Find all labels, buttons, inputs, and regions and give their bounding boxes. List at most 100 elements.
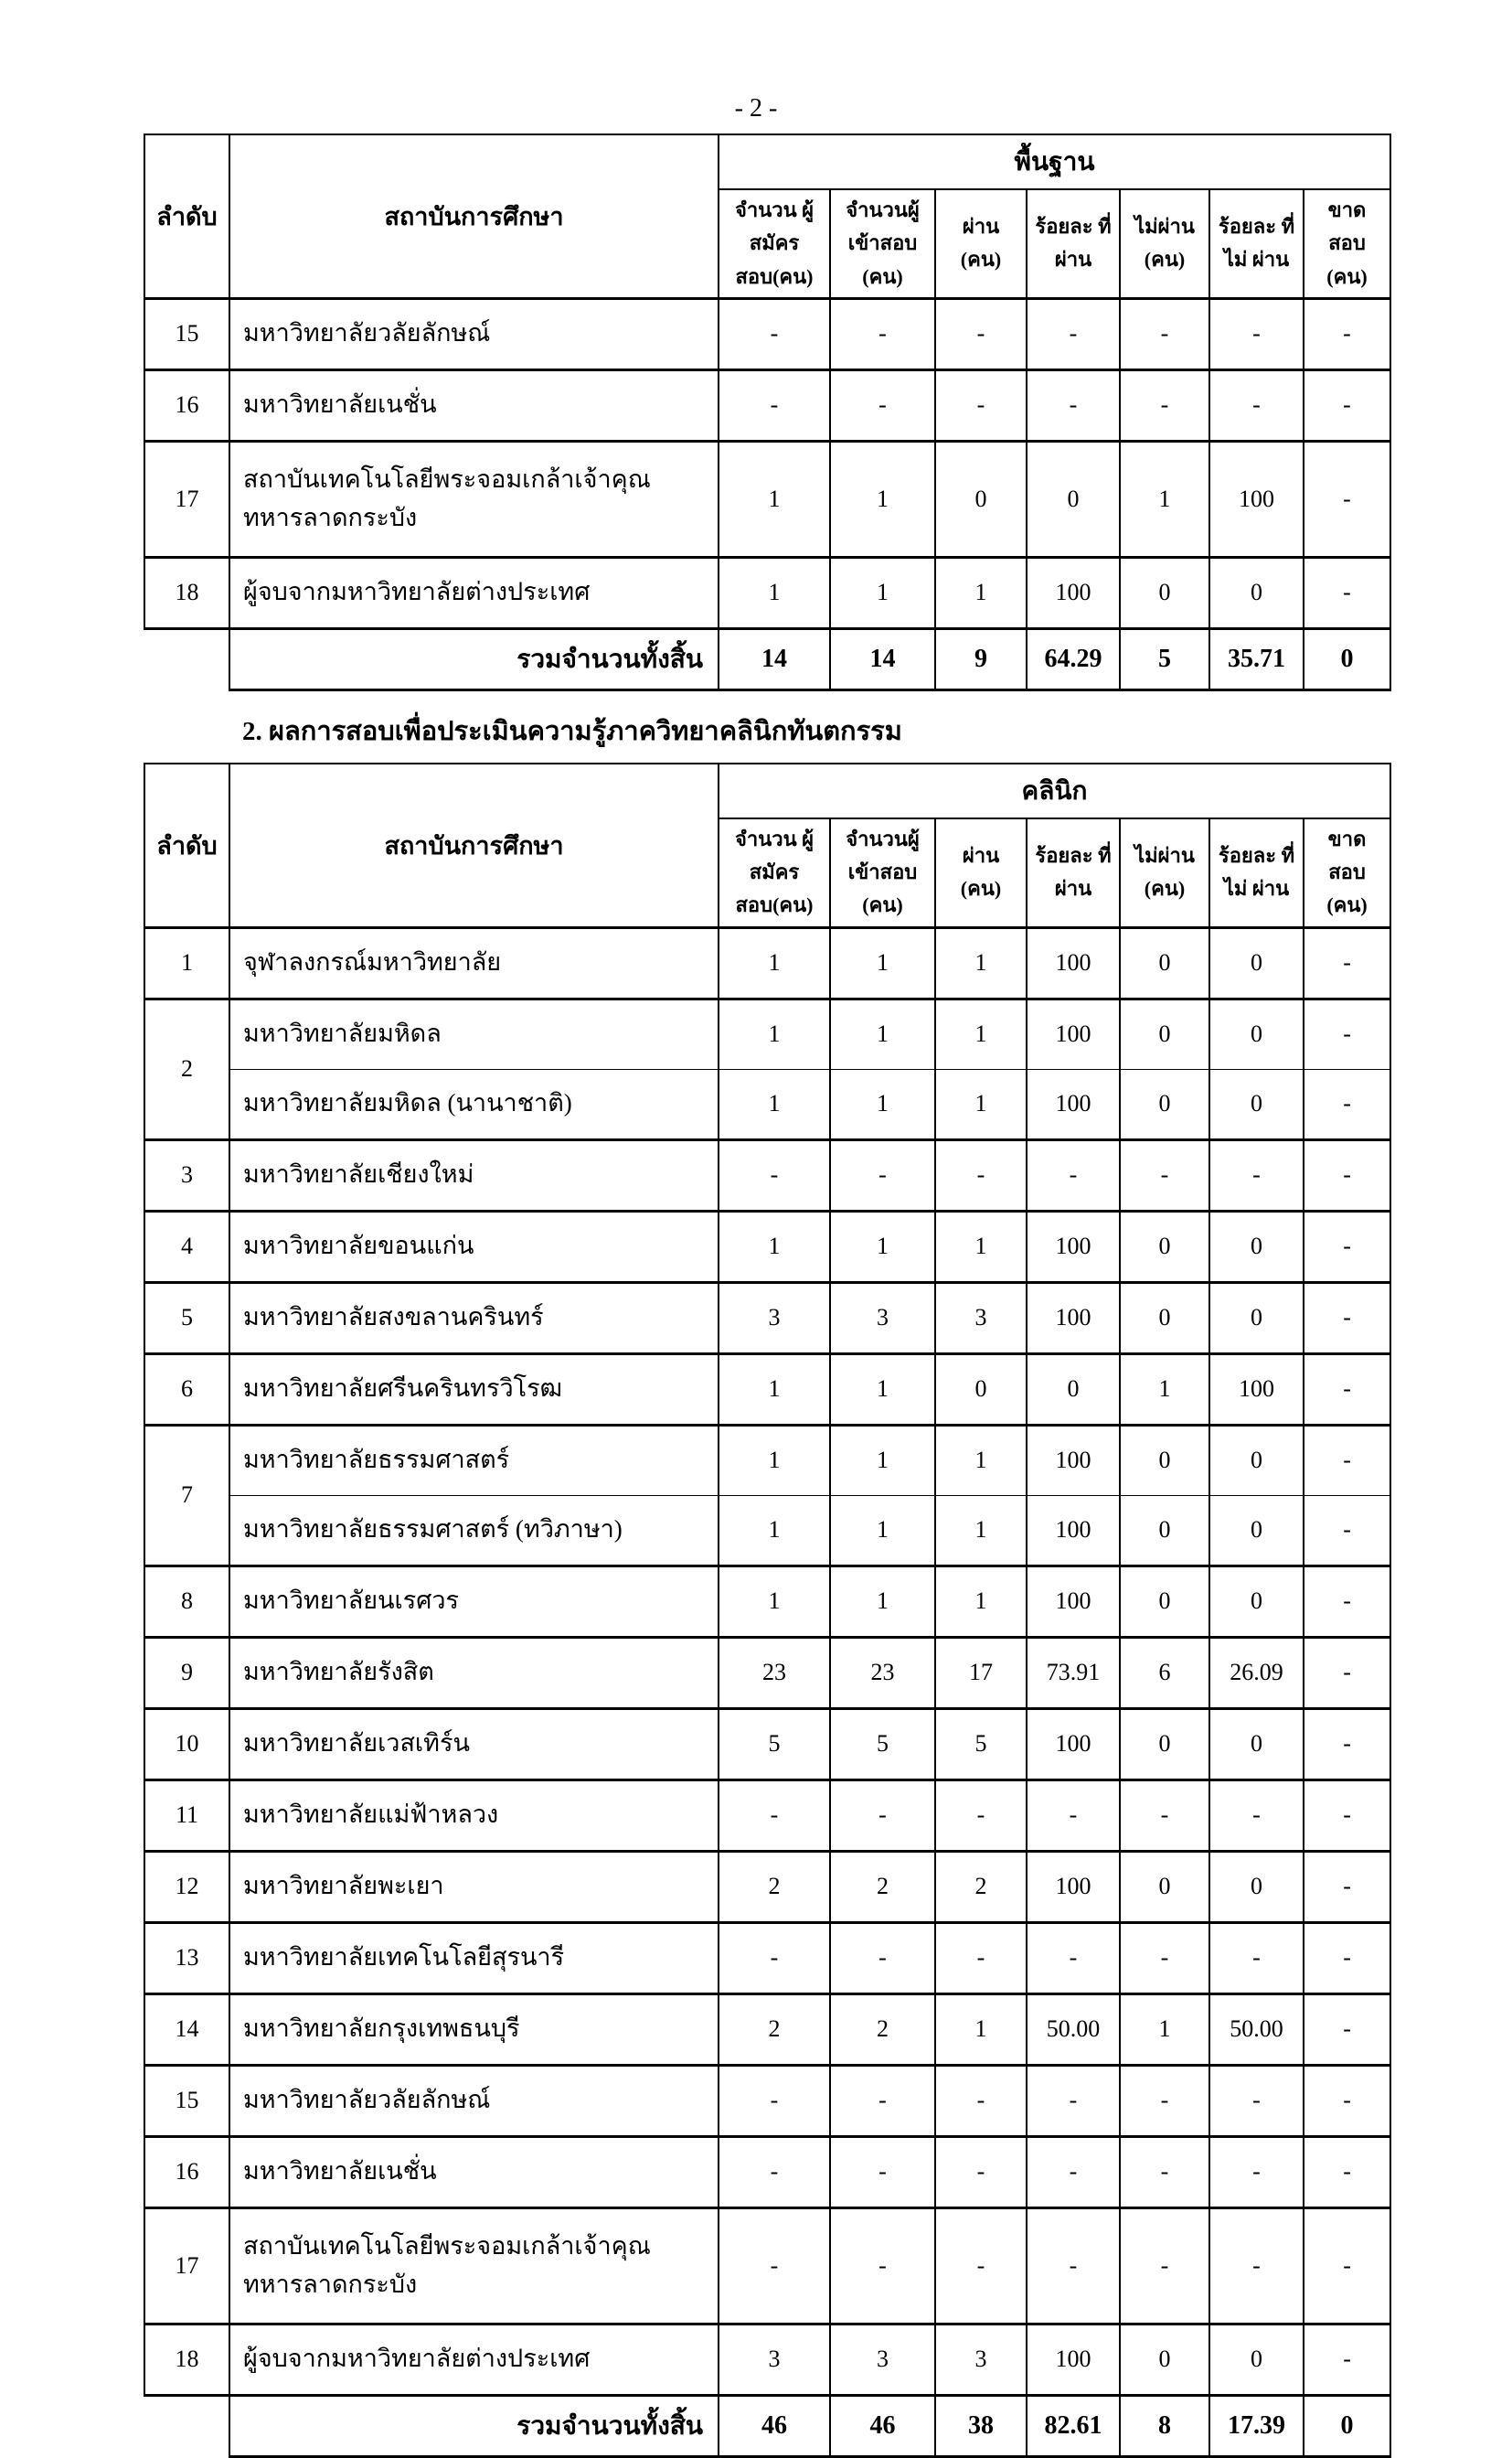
value-cell: - xyxy=(1302,1564,1392,1639)
institution-cell: มหาวิทยาลัยศรีนครินทรวิโรฒ xyxy=(229,1352,719,1427)
value-cell: - xyxy=(1302,555,1392,630)
institution-cell: ผู้จบจากมหาวิทยาลัยต่างประเทศ xyxy=(229,555,719,630)
value-cell: - xyxy=(718,1138,831,1213)
value-cell: - xyxy=(1026,368,1121,443)
value-cell: 2 xyxy=(718,1992,831,2067)
total-value-cell: 46 xyxy=(718,2393,831,2458)
total-value-cell: 35.71 xyxy=(1209,626,1304,691)
value-cell: 0 xyxy=(1119,1564,1210,1639)
row-number-cell: 16 xyxy=(144,368,230,443)
value-cell: - xyxy=(1119,2134,1210,2209)
value-cell: 0 xyxy=(934,1352,1028,1427)
value-cell: 50.00 xyxy=(1209,1992,1304,2067)
row-number-cell: 9 xyxy=(144,1635,230,1710)
value-cell: - xyxy=(1302,439,1392,559)
value-cell: 100 xyxy=(1026,555,1121,630)
value-cell: 1 xyxy=(829,555,936,630)
value-cell: 3 xyxy=(934,2322,1028,2397)
institution-cell: มหาวิทยาลัยเชียงใหม่ xyxy=(229,1138,719,1213)
total-value-cell: 14 xyxy=(829,626,936,691)
institution-cell: มหาวิทยาลัยกรุงเทพธนบุรี xyxy=(229,1992,719,2067)
subcolumn-header-pass-pct: ร้อยละ ที่ผ่าน xyxy=(1026,817,1121,929)
institution-cell: มหาวิทยาลัยมหิดล xyxy=(229,997,719,1070)
value-cell: - xyxy=(1302,296,1392,371)
value-cell: 0 xyxy=(1026,439,1121,559)
total-value-cell: 64.29 xyxy=(1026,626,1121,691)
institution-cell: มหาวิทยาลัยธรรมศาสตร์ xyxy=(229,1423,719,1496)
row-number-cell: 2 xyxy=(144,997,230,1140)
value-cell: - xyxy=(718,1778,831,1853)
value-cell: 0 xyxy=(1119,1423,1210,1496)
value-cell: 1 xyxy=(718,925,831,1000)
value-cell: 5 xyxy=(934,1706,1028,1781)
value-cell: - xyxy=(1209,296,1304,371)
value-cell: - xyxy=(829,1920,936,1995)
value-cell: - xyxy=(1302,368,1392,443)
table-row: 10 มหาวิทยาลัยเวสเทิร์น 5 5 5 100 0 0 - xyxy=(144,1706,1392,1781)
row-number-cell: 6 xyxy=(144,1352,230,1427)
value-cell: 1 xyxy=(829,997,936,1070)
value-cell: 5 xyxy=(718,1706,831,1781)
value-cell: - xyxy=(718,2206,831,2325)
value-cell: 0 xyxy=(1119,1280,1210,1355)
value-cell: 1 xyxy=(718,1068,831,1141)
table-row: 7 มหาวิทยาลัยธรรมศาสตร์ 1 1 1 100 0 0 - xyxy=(144,1423,1392,1566)
value-cell: 100 xyxy=(1026,1706,1121,1781)
value-cell: - xyxy=(829,296,936,371)
value-cell: 1 xyxy=(718,997,831,1070)
subcolumn-header-pass: ผ่าน (คน) xyxy=(934,187,1028,300)
value-cell: - xyxy=(1302,2206,1392,2325)
value-cell: 73.91 xyxy=(1026,1635,1121,1710)
subcolumn-header-absent: ขาด สอบ (คน) xyxy=(1302,187,1392,300)
value-cell: - xyxy=(934,2134,1028,2209)
table-row: 17 สถาบันเทคโนโลยีพระจอมเกล้าเจ้าคุณ ทหา… xyxy=(144,439,1392,559)
page-number: - 2 - xyxy=(734,94,778,123)
header-row-group: ลำดับ สถาบันการศึกษา คลินิก xyxy=(144,762,1392,929)
subcolumn-header-fail-pct: ร้อยละ ที่ไม่ ผ่าน xyxy=(1209,817,1304,929)
institution-cell: มหาวิทยาลัยสงขลานครินทร์ xyxy=(229,1280,719,1355)
group-header-clinic: คลินิก xyxy=(717,762,1392,819)
value-cell: 5 xyxy=(829,1706,936,1781)
value-cell: - xyxy=(1302,1209,1392,1284)
institution-cell: มหาวิทยาลัยมหิดล (นานาชาติ) xyxy=(229,1068,719,1141)
value-cell: - xyxy=(1026,1920,1121,1995)
row-number-cell: 15 xyxy=(144,296,230,371)
value-cell: - xyxy=(1302,1992,1392,2067)
results-table-clinic: ลำดับ สถาบันการศึกษา คลินิก จำนวน ผู้สมั… xyxy=(144,762,1392,2458)
header-row-group: ลำดับ สถาบันการศึกษา พื้นฐาน xyxy=(144,133,1392,300)
value-cell: 1 xyxy=(829,1352,936,1427)
value-cell: - xyxy=(1302,925,1392,1000)
value-cell: 0 xyxy=(1209,1494,1304,1567)
value-cell: 0 xyxy=(1209,555,1304,630)
value-cell: 1 xyxy=(934,1068,1028,1141)
value-cell: 1 xyxy=(718,1423,831,1496)
value-cell: 100 xyxy=(1026,2322,1121,2397)
value-cell: 0 xyxy=(1209,1068,1304,1141)
value-cell: 0 xyxy=(1209,2322,1304,2397)
value-cell: 100 xyxy=(1026,1423,1121,1496)
value-cell: 100 xyxy=(1026,1209,1121,1284)
table-row: 9 มหาวิทยาลัยรังสิต 23 23 17 73.91 6 26.… xyxy=(144,1635,1392,1710)
value-cell: 0 xyxy=(1209,1209,1304,1284)
total-value-cell: 5 xyxy=(1119,626,1210,691)
value-cell: - xyxy=(934,2206,1028,2325)
total-value-cell: 8 xyxy=(1119,2393,1210,2458)
value-cell: 0 xyxy=(1209,1564,1304,1639)
value-cell: - xyxy=(1209,1920,1304,1995)
value-cell: 1 xyxy=(934,1564,1028,1639)
value-cell: 2 xyxy=(934,1849,1028,1924)
value-cell: - xyxy=(1209,2063,1304,2138)
value-cell: - xyxy=(829,2134,936,2209)
value-cell: 2 xyxy=(718,1849,831,1924)
value-cell: - xyxy=(1026,2206,1121,2325)
table-row: 6 มหาวิทยาลัยศรีนครินทรวิโรฒ 1 1 0 0 1 1… xyxy=(144,1352,1392,1427)
value-cell: - xyxy=(1302,1778,1392,1853)
value-cell: 2 xyxy=(829,1992,936,2067)
value-cell: - xyxy=(1209,1778,1304,1853)
subcolumn-header-applicants: จำนวน ผู้สมัคร สอบ(คน) xyxy=(718,187,831,300)
table-row: มหาวิทยาลัยมหิดล (นานาชาติ) 1 1 1 100 0 … xyxy=(144,1068,1392,1141)
value-cell: 0 xyxy=(1209,1706,1304,1781)
value-cell: - xyxy=(718,2063,831,2138)
row-number-cell: 7 xyxy=(144,1423,230,1566)
value-cell: 0 xyxy=(1026,1352,1121,1427)
